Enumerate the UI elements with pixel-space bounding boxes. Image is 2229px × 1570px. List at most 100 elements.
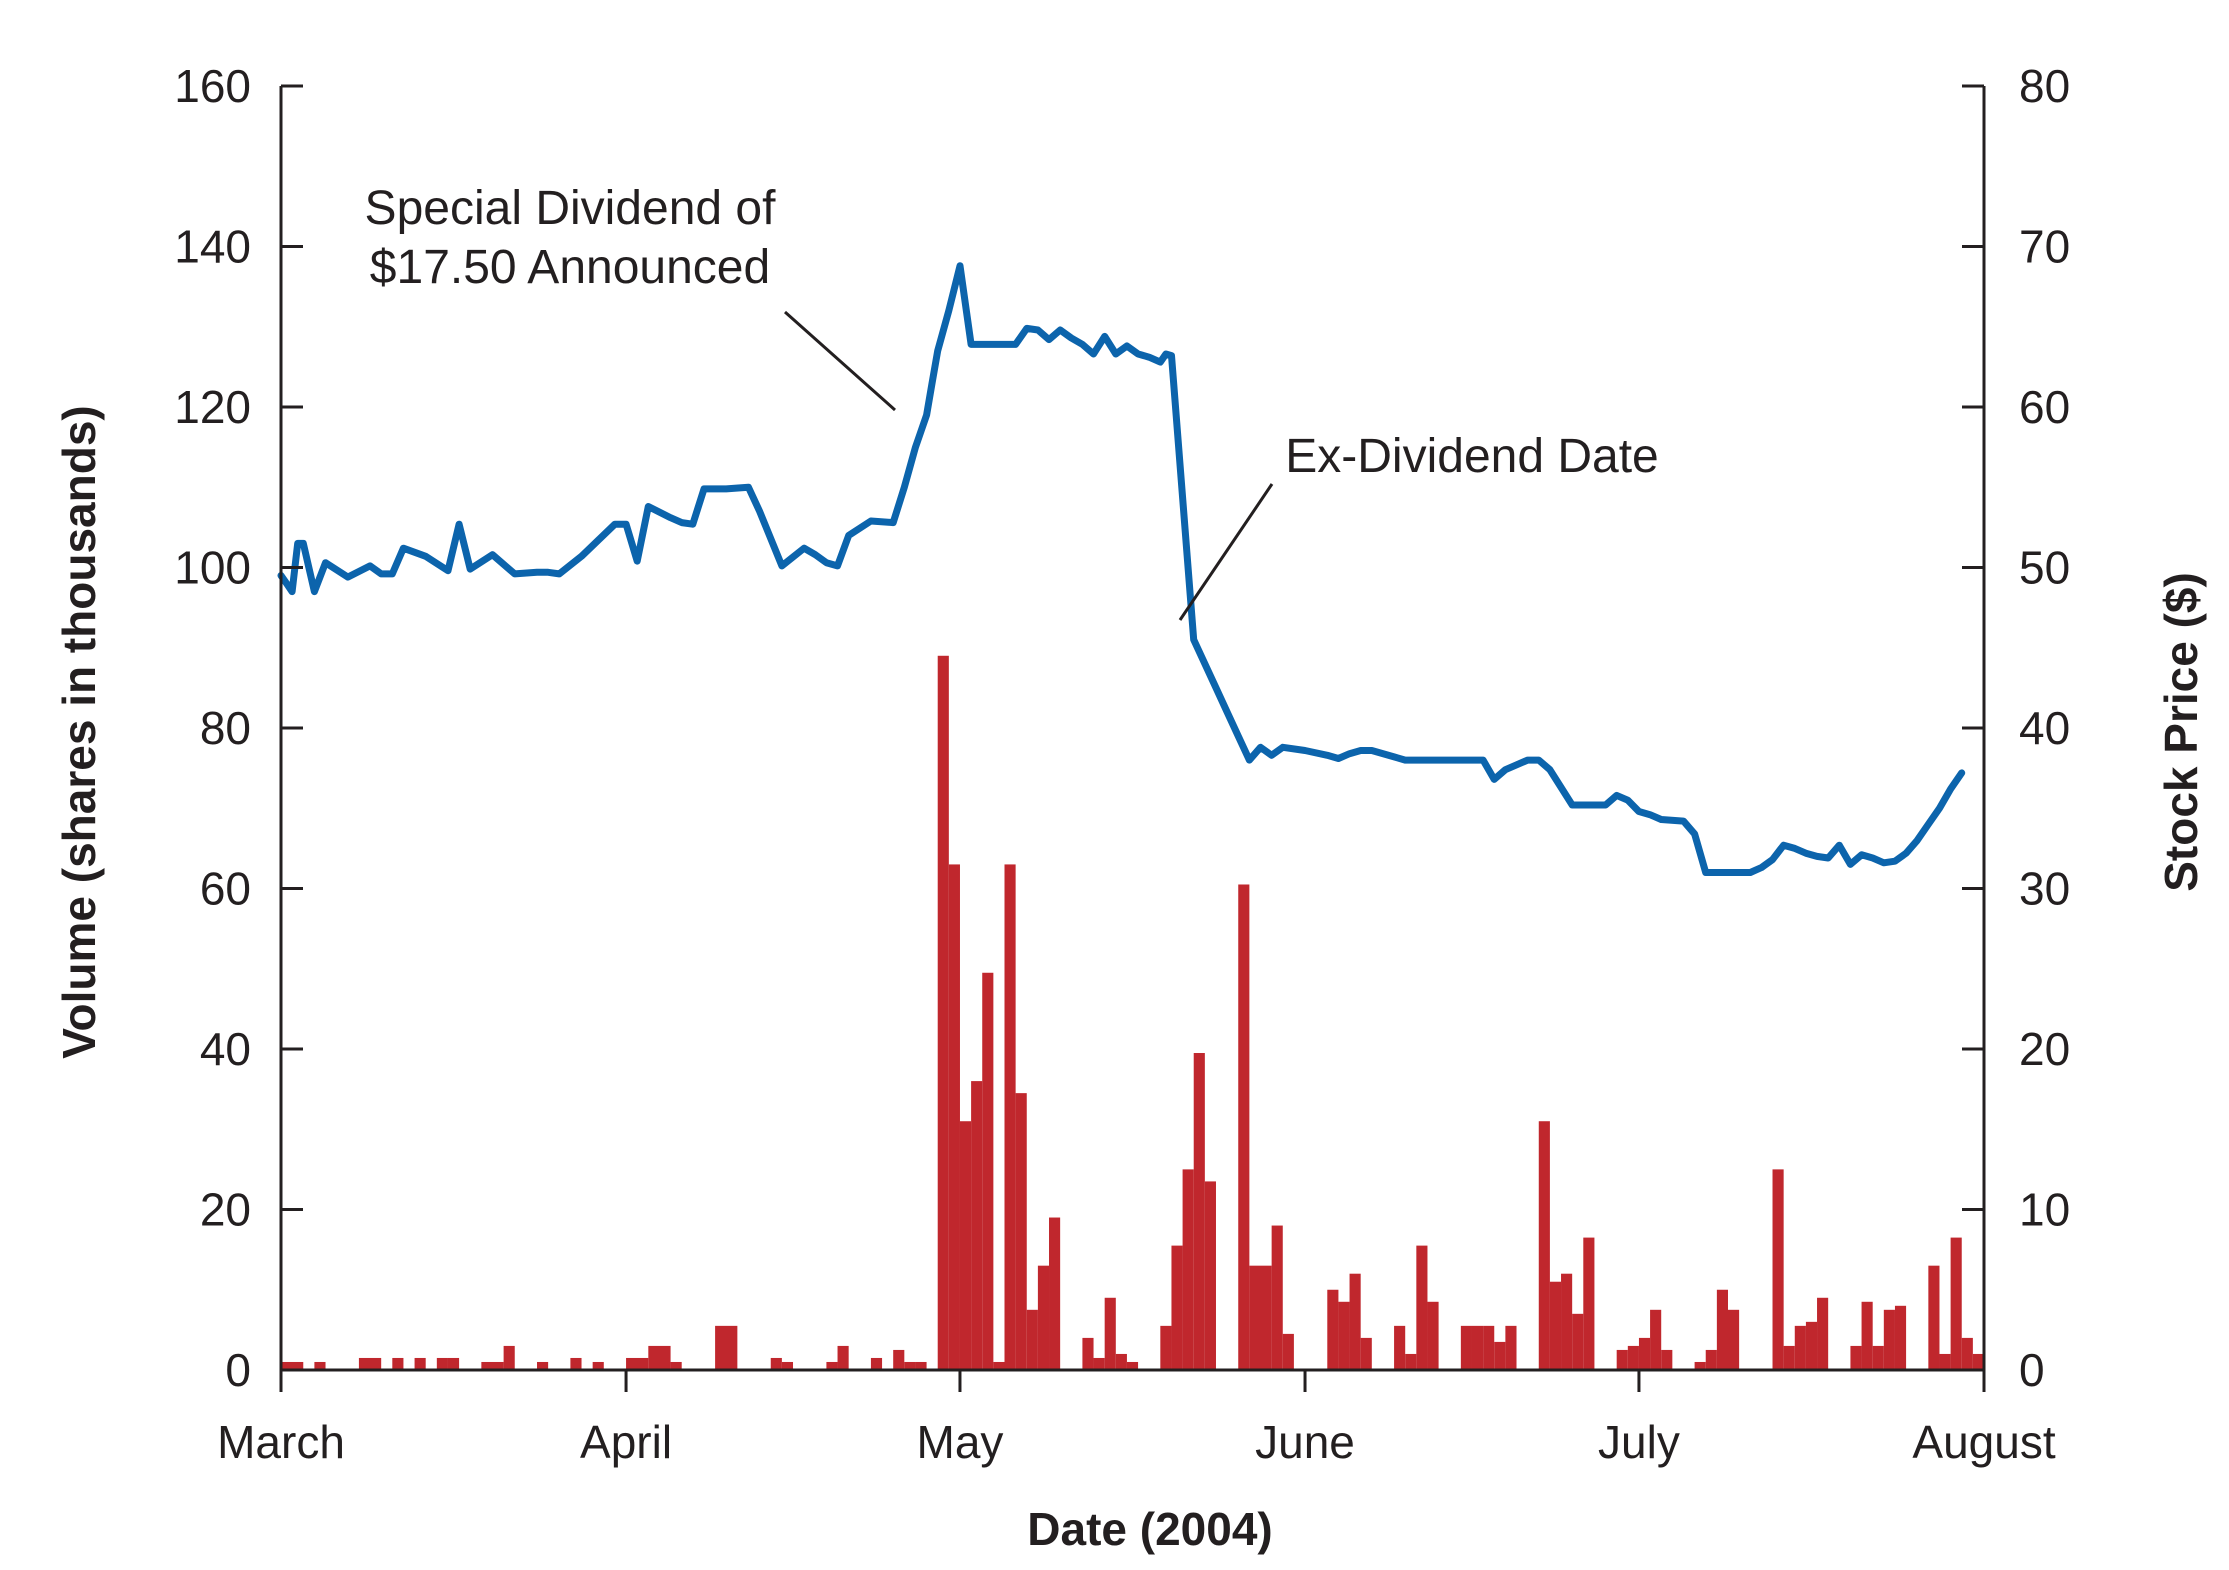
volume-bar: [1015, 1093, 1027, 1370]
y-right-tick-label: 20: [2019, 1023, 2070, 1075]
volume-bar: [1260, 1265, 1272, 1370]
annotation-leader-line: [1178, 483, 1274, 621]
volume-bar: [982, 972, 994, 1370]
volume-bar: [1193, 1053, 1205, 1370]
volume-bar: [648, 1345, 671, 1370]
volume-bar: [1549, 1281, 1562, 1370]
y-right-tick-label: 0: [2019, 1344, 2045, 1396]
volume-bars: [281, 655, 1984, 1370]
volume-bar: [1561, 1273, 1573, 1370]
x-tick-label: March: [217, 1416, 345, 1468]
volume-bar: [1004, 864, 1016, 1370]
volume-bar: [1026, 1309, 1038, 1370]
volume-bar: [1772, 1169, 1784, 1370]
volume-bar: [537, 1361, 549, 1370]
volume-bar: [1883, 1309, 1895, 1370]
x-tick-label: August: [1912, 1416, 2055, 1468]
volume-bar: [826, 1361, 838, 1370]
y-left-tick-label: 140: [174, 221, 251, 273]
volume-bar: [1182, 1169, 1194, 1370]
volume-bar: [1160, 1325, 1172, 1370]
volume-bar: [414, 1357, 426, 1370]
volume-bar: [1104, 1297, 1116, 1370]
volume-bar: [715, 1325, 738, 1370]
volume-bar: [1394, 1325, 1406, 1370]
volume-bar: [948, 864, 960, 1370]
volume-bar: [592, 1361, 604, 1370]
volume-bar: [870, 1357, 883, 1370]
volume-bar: [503, 1345, 515, 1370]
volume-bar: [481, 1361, 504, 1370]
volume-bar: [1705, 1349, 1717, 1370]
volume-bar: [1471, 1325, 1484, 1370]
volume-bar: [1538, 1121, 1550, 1370]
volume-bar: [1349, 1273, 1361, 1370]
volume-bar: [1416, 1245, 1428, 1370]
volume-bar: [959, 1121, 972, 1370]
volume-bar: [1093, 1357, 1105, 1370]
volume-bar: [1627, 1345, 1639, 1370]
x-tick-label: June: [1255, 1416, 1355, 1468]
volume-bar: [1727, 1309, 1740, 1370]
volume-bar: [1939, 1353, 1951, 1370]
volume-bar: [837, 1345, 849, 1370]
x-tick-label: July: [1598, 1416, 1680, 1468]
y-right-tick-label: 80: [2019, 60, 2070, 112]
y-left-tick-label: 120: [174, 381, 251, 433]
volume-bar: [1271, 1225, 1283, 1370]
volume-bar: [447, 1357, 460, 1370]
volume-bar: [1850, 1345, 1862, 1370]
volume-bar: [1327, 1289, 1339, 1370]
volume-bar: [1360, 1337, 1372, 1370]
volume-bar: [1872, 1345, 1884, 1370]
volume-bar: [1661, 1349, 1673, 1370]
volume-bar: [1950, 1237, 1962, 1370]
volume-bar: [971, 1081, 983, 1370]
volume-bar: [1238, 884, 1250, 1370]
volume-bar: [1483, 1325, 1495, 1370]
volume-bar: [1650, 1309, 1662, 1370]
volume-bar: [1638, 1337, 1651, 1370]
y-right-axis-title: Stock Price ($): [2155, 572, 2207, 892]
y-right-tick-label: 10: [2019, 1184, 2070, 1236]
volume-bar: [392, 1357, 404, 1370]
volume-bar: [626, 1357, 649, 1370]
y-left-axis-title: Volume (shares in thousands): [53, 405, 105, 1058]
volume-bar: [1405, 1353, 1417, 1370]
volume-bar: [1861, 1301, 1873, 1370]
volume-bar: [781, 1361, 794, 1370]
annotation-special-dividend: Special Dividend of $17.50 Announced: [365, 182, 896, 412]
volume-bar: [1082, 1337, 1094, 1370]
y-left-tick-label: 100: [174, 542, 251, 594]
x-axis-title: Date (2004): [1027, 1503, 1272, 1555]
volume-bar: [570, 1357, 582, 1370]
volume-bar: [1716, 1289, 1728, 1370]
annotation-line-1: Special Dividend of: [365, 182, 777, 235]
volume-bar: [1049, 1217, 1061, 1370]
volume-bar: [281, 1361, 304, 1370]
volume-bar: [1694, 1361, 1706, 1370]
volume-bar: [1972, 1353, 1984, 1370]
annotation-line-2: $17.50 Announced: [370, 241, 770, 294]
volume-bar: [893, 1349, 905, 1370]
volume-bar: [1494, 1341, 1506, 1370]
volume-bar: [314, 1361, 326, 1370]
volume-bar: [1794, 1325, 1806, 1370]
y-left-tick-label: 60: [200, 863, 251, 915]
volume-bar: [1204, 1181, 1216, 1370]
volume-bar: [1894, 1305, 1907, 1370]
volume-bar: [1817, 1297, 1829, 1370]
y-right-tick-label: 40: [2019, 702, 2070, 754]
volume-bar: [358, 1357, 382, 1370]
volume-bar: [915, 1361, 927, 1370]
volume-bar: [1616, 1349, 1628, 1370]
volume-bar: [1805, 1321, 1818, 1370]
annotation-ex-dividend: Ex-Dividend Date: [1178, 430, 1659, 621]
y-left-tick-label: 80: [200, 702, 251, 754]
volume-bar: [770, 1357, 782, 1370]
volume-bar: [1037, 1265, 1050, 1370]
volume-bar: [436, 1357, 448, 1370]
volume-bar: [1249, 1265, 1261, 1370]
volume-bar: [1460, 1325, 1472, 1370]
